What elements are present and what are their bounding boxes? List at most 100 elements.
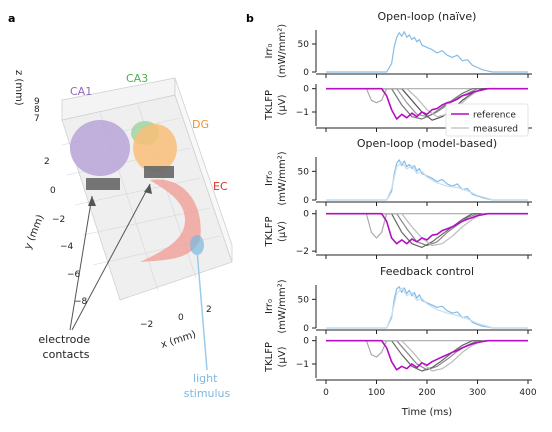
y-axis-label: Irr₀ (mW/mm²) xyxy=(264,24,288,78)
electrode-contacts-left xyxy=(86,178,120,190)
y-axis-label-line: (mW/mm²) xyxy=(277,151,288,205)
x-tick-label: 300 xyxy=(469,388,486,398)
legend-label: measured xyxy=(473,125,518,135)
series-line xyxy=(326,159,528,201)
chart-title: Open-loop (model-based) xyxy=(357,137,497,150)
electrode-contacts-right xyxy=(144,166,174,178)
y-tick: −8 xyxy=(74,297,88,307)
y-tick-label: 0 xyxy=(303,210,309,220)
chart-title: Open-loop (naïve) xyxy=(378,10,477,23)
y-tick-label: −1 xyxy=(296,360,309,370)
series-line xyxy=(326,161,528,201)
box-side-wall xyxy=(174,77,233,263)
y-axis-label: TKLFP (μV) xyxy=(264,90,288,121)
y-tick-label: 50 xyxy=(298,40,310,50)
chart-title: Feedback control xyxy=(380,265,474,278)
y-tick-label: 0 xyxy=(303,196,309,206)
series-line xyxy=(326,340,528,372)
series-line xyxy=(326,31,528,73)
region-label-ca3: CA3 xyxy=(126,72,148,85)
series-line xyxy=(326,213,528,247)
y-tick-label: 0 xyxy=(303,85,309,95)
y-tick: −4 xyxy=(60,242,74,252)
y-axis-label: Irr₀ (mW/mm²) xyxy=(264,279,288,333)
y-tick: 2 xyxy=(44,157,50,167)
x-tick: 0 xyxy=(178,313,184,323)
y-axis-label: TKLFP (μV) xyxy=(264,216,288,247)
z-tick: 9 xyxy=(34,97,40,107)
y-tick: −2 xyxy=(52,215,65,225)
y-tick: 0 xyxy=(50,186,56,196)
series-line xyxy=(326,88,528,104)
panel-label-a: a xyxy=(8,12,15,25)
y-tick-label: 0 xyxy=(303,68,309,78)
y-tick-label: 50 xyxy=(298,167,310,177)
series-line xyxy=(326,213,528,239)
x-axis-label: x (mm) xyxy=(160,329,198,351)
brain-3d-plot: CA1 CA3 DG EC z (mm) 9 8 7 y (mm) 2 0 −2… xyxy=(13,70,233,400)
y-axis-label-line: TKLFP xyxy=(264,342,275,373)
y-axis-label-line: Irr₀ xyxy=(264,171,275,186)
y-tick-label: 0 xyxy=(303,324,309,334)
arrow-head xyxy=(88,196,96,206)
light-stimulus-line: stimulus xyxy=(184,387,231,400)
y-axis-label: TKLFP (μV) xyxy=(264,342,288,373)
series-line xyxy=(326,286,528,329)
legend-label: reference xyxy=(473,111,516,121)
y-axis-label-line: TKLFP xyxy=(264,90,275,121)
y-tick-label: 50 xyxy=(298,295,310,305)
region-label-dg: DG xyxy=(192,118,209,131)
y-axis-label-line: (μV) xyxy=(277,221,288,242)
x-tick-label: 100 xyxy=(368,388,385,398)
x-tick: −2 xyxy=(140,320,153,330)
y-axis-label-line: Irr₀ xyxy=(264,299,275,314)
ec-points xyxy=(140,179,201,262)
chart-panel: Open-loop (naïve) 0 50 Irr₀ (mW/mm²) xyxy=(264,10,532,78)
electrode-contacts-label: electrode contacts xyxy=(38,333,93,361)
series-line xyxy=(326,340,528,372)
electrode-contacts-line: electrode xyxy=(38,333,90,346)
chart-panel: 0 −1 TKLFP (μV) 0 100 200 300 400 Time (ms) xyxy=(264,336,537,418)
electrode-contacts-line: contacts xyxy=(43,348,90,361)
y-tick: −6 xyxy=(67,270,81,280)
z-axis-label: z (mm) xyxy=(13,70,24,106)
y-axis-label-line: (mW/mm²) xyxy=(277,279,288,333)
region-label-ec: EC xyxy=(213,180,228,193)
series-reference-line xyxy=(326,212,528,245)
series-line xyxy=(326,88,528,118)
y-axis-label-line: (μV) xyxy=(277,94,288,115)
series-line xyxy=(326,213,528,247)
light-stimulus-label: light stimulus xyxy=(184,372,231,400)
dg-points xyxy=(133,124,177,172)
chart-panel: 0 −1 TKLFP (μV) reference measured xyxy=(264,84,532,137)
series-line xyxy=(326,287,528,329)
series-line xyxy=(326,88,528,120)
panel-label-b: b xyxy=(246,12,254,25)
y-tick-label: −2 xyxy=(296,247,309,257)
y-axis-label-line: TKLFP xyxy=(264,216,275,247)
series-line xyxy=(326,213,528,248)
y-axis-label: Irr₀ (mW/mm²) xyxy=(264,151,288,205)
x-axis-label: Time (ms) xyxy=(401,407,453,418)
x-tick-label: 400 xyxy=(519,388,536,398)
chart-panel: Feedback control 0 50 Irr₀ (mW/mm²) xyxy=(264,265,532,334)
light-stimulus-spot xyxy=(190,235,208,371)
x-tick: 2 xyxy=(206,305,212,315)
x-tick-label: 200 xyxy=(418,388,435,398)
light-stimulus-line: light xyxy=(193,372,218,385)
y-axis-label-line: Irr₀ xyxy=(264,43,275,58)
series-reference-line xyxy=(326,339,528,371)
z-tick: 7 xyxy=(34,114,40,124)
y-tick-label: −1 xyxy=(296,108,309,118)
arrow-head xyxy=(144,184,152,194)
chart-legend: reference measured xyxy=(445,103,529,137)
chart-panel: Open-loop (model-based) 0 50 Irr₀ (mW/mm²) xyxy=(264,137,532,206)
y-axis-label: y (mm) xyxy=(23,213,47,251)
y-axis-label-line: (mW/mm²) xyxy=(277,24,288,78)
contact-arrows xyxy=(69,183,151,331)
y-axis-label-line: (μV) xyxy=(277,346,288,367)
ca1-points xyxy=(70,120,130,176)
x-tick-label: 0 xyxy=(323,388,329,398)
